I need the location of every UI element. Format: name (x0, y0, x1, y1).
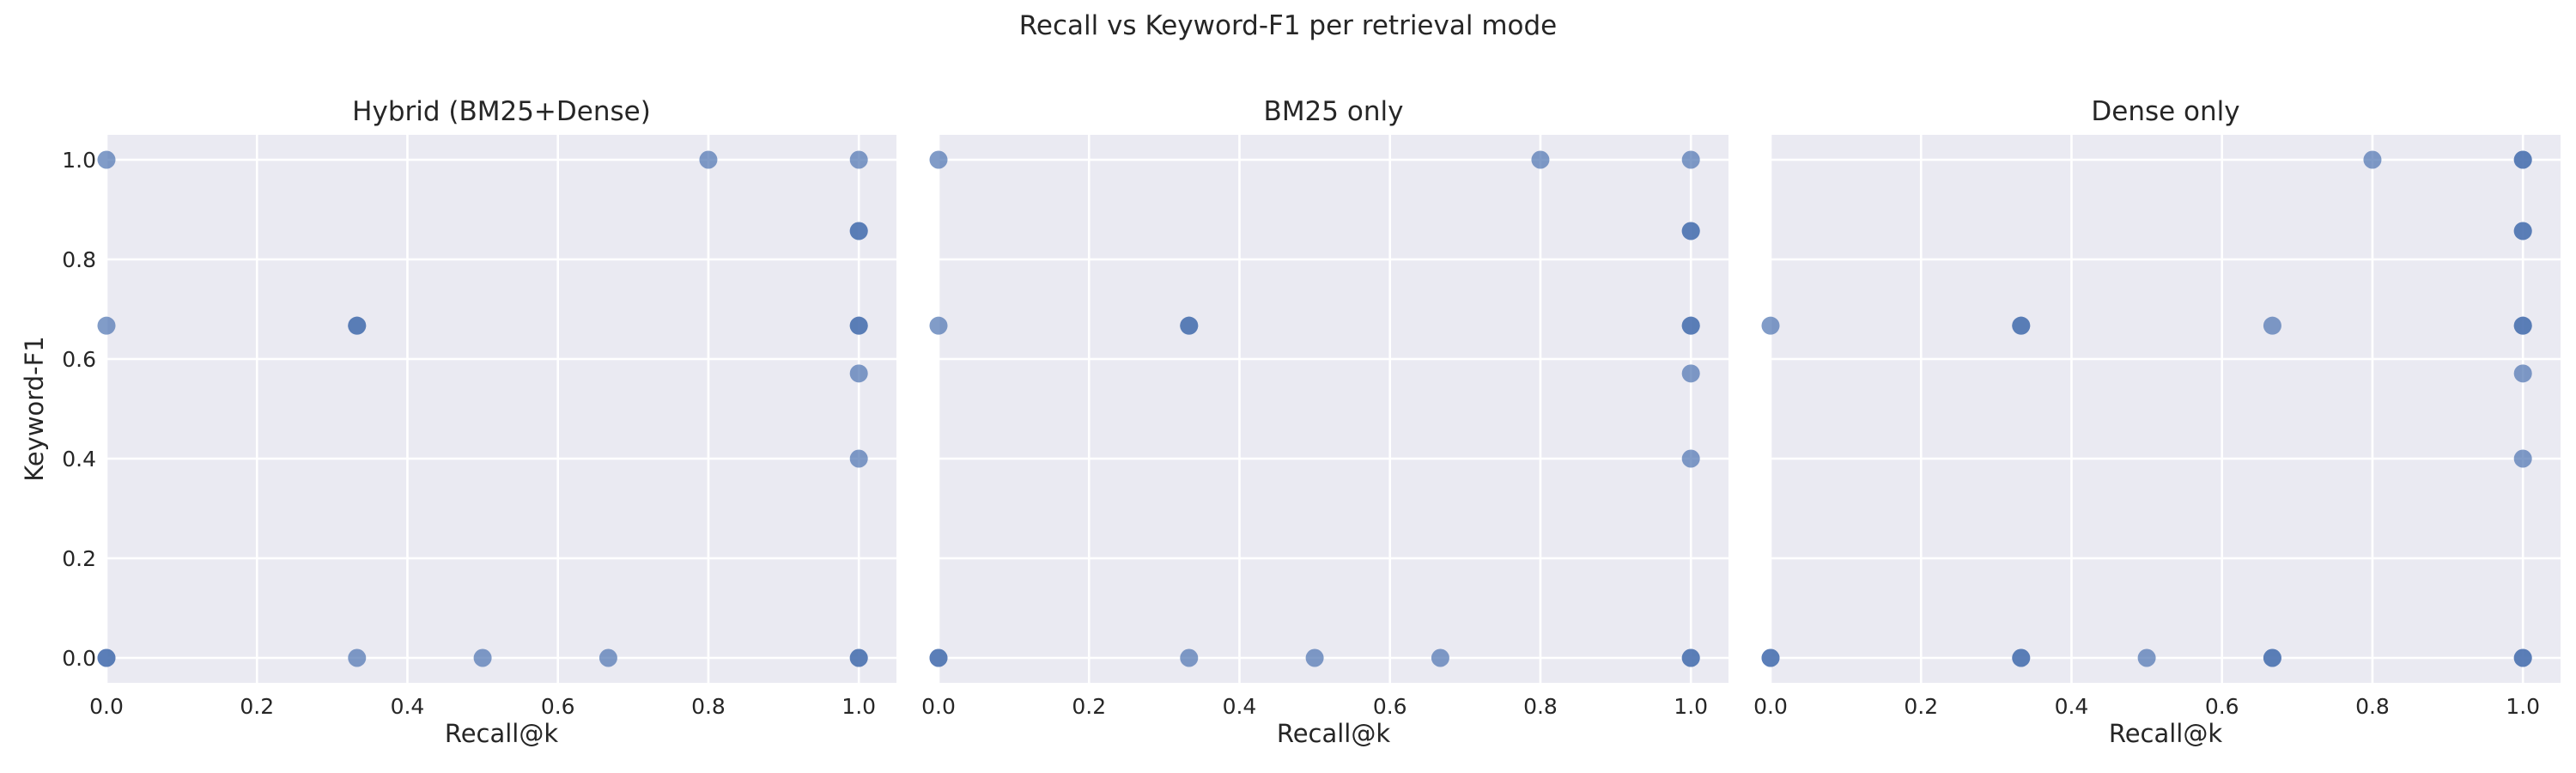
plot-area (1771, 135, 2561, 683)
x-axis-label: Recall@k (445, 719, 559, 748)
scatter-point (598, 648, 617, 667)
x-tick-label: 0.2 (1904, 694, 1938, 719)
y-tick-label: 0.2 (62, 546, 96, 571)
panel-dense-only: Dense only 0.0 0.2 0.4 0.6 0.8 1.0 Recall@k (1753, 96, 2561, 748)
y-tick-label: 0.8 (62, 247, 96, 272)
scatter-point (1681, 316, 1700, 335)
panel-hybrid-bm25-dense: Hybrid (BM25+Dense) 0.0 0.2 0.4 0.6 0.8 1.0 0.0… (20, 96, 896, 748)
scatter-point (2513, 449, 2532, 468)
y-tick-label: 0.4 (62, 447, 96, 472)
y-axis-label: Keyword-F1 (20, 336, 49, 481)
scatter-point (929, 150, 948, 169)
scatter-point (849, 648, 868, 667)
panel-title: Dense only (2091, 96, 2239, 127)
x-tick-label: 0.6 (541, 694, 575, 719)
x-tick-label: 0.8 (1523, 694, 1558, 719)
scatter-point (2263, 316, 2281, 335)
x-tick-label: 0.8 (691, 694, 726, 719)
scatter-point (2263, 648, 2281, 667)
scatter-point (699, 150, 718, 169)
plot-area (106, 135, 896, 683)
scatter-point (2137, 648, 2156, 667)
scatter-point (97, 316, 116, 335)
x-tick-label: 0.0 (89, 694, 124, 719)
x-tick-label: 0.0 (1753, 694, 1788, 719)
x-tick-label: 0.2 (240, 694, 274, 719)
scatter-point (97, 648, 116, 667)
x-tick-label: 0.6 (2205, 694, 2239, 719)
scatter-point (473, 648, 492, 667)
x-tick-label: 1.0 (1674, 694, 1708, 719)
panel-bm25-only: BM25 only 0.0 0.2 0.4 0.6 0.8 1.0 Recall@k (921, 96, 1728, 748)
panel-title: Hybrid (BM25+Dense) (352, 96, 651, 127)
figure-title: Recall vs Keyword-F1 per retrieval mode (1019, 10, 1557, 41)
scatter-point (2012, 316, 2031, 335)
scatter-point (2363, 150, 2382, 169)
scatter-point (849, 364, 868, 383)
scatter-point (1681, 222, 1700, 240)
scatter-point (929, 648, 948, 667)
y-tick-label: 0.6 (62, 347, 96, 372)
scatter-point (2012, 648, 2031, 667)
x-tick-label: 0.6 (1373, 694, 1407, 719)
scatter-point (348, 316, 367, 335)
scatter-point (1681, 449, 1700, 468)
scatter-point (849, 150, 868, 169)
scatter-point (1531, 150, 1550, 169)
scatter-point (1180, 316, 1199, 335)
scatter-point (929, 316, 948, 335)
x-tick-label: 0.0 (921, 694, 956, 719)
scatter-point (1305, 648, 1324, 667)
x-tick-label: 0.8 (2355, 694, 2390, 719)
scatter-point (1431, 648, 1449, 667)
scatter-point (1681, 150, 1700, 169)
panel-title: BM25 only (1264, 96, 1404, 127)
scatter-point (1681, 364, 1700, 383)
x-tick-label: 1.0 (2506, 694, 2540, 719)
scatter-point (2513, 364, 2532, 383)
scatter-point (2513, 316, 2532, 335)
scatter-point (849, 449, 868, 468)
x-axis-label: Recall@k (2109, 719, 2223, 748)
x-tick-label: 0.4 (391, 694, 425, 719)
scatter-point (2513, 150, 2532, 169)
scatter-point (2513, 222, 2532, 240)
chart-panels: Hybrid (BM25+Dense) 0.0 0.2 0.4 0.6 0.8 1.0 0.0… (20, 96, 2561, 748)
x-tick-label: 0.4 (1223, 694, 1257, 719)
y-tick-label: 0.0 (62, 646, 96, 671)
scatter-point (1180, 648, 1199, 667)
y-tick-label: 1.0 (62, 148, 96, 173)
x-tick-label: 0.2 (1072, 694, 1106, 719)
scatter-point (849, 222, 868, 240)
x-axis-label: Recall@k (1277, 719, 1391, 748)
scatter-point (97, 150, 116, 169)
x-tick-label: 0.4 (2055, 694, 2089, 719)
scatter-point (1761, 316, 1780, 335)
scatter-point (2513, 648, 2532, 667)
x-tick-label: 1.0 (841, 694, 876, 719)
scatter-point (348, 648, 367, 667)
scatter-point (849, 316, 868, 335)
scatter-point (1681, 648, 1700, 667)
plot-area (939, 135, 1728, 683)
scatter-point (1761, 648, 1780, 667)
